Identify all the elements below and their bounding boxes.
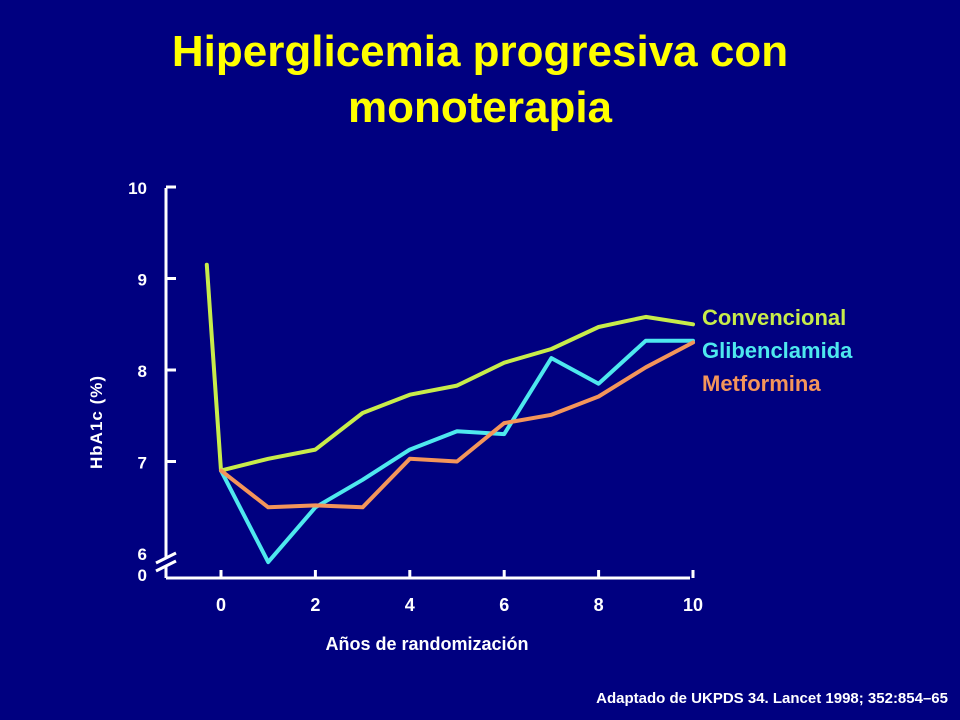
x-tick-label: 10	[683, 595, 703, 615]
legend-entry-metformina: Metformina	[702, 371, 821, 396]
y-tick-label: 9	[138, 271, 147, 290]
series-line-glibenclamida	[219, 338, 695, 565]
legend-entry-glibenclamida: Glibenclamida	[702, 338, 853, 363]
y-tick-label: 6	[138, 545, 147, 564]
y-tick-label: 0	[138, 566, 147, 585]
legend-entry-convencional: Convencional	[702, 305, 846, 330]
y-tick-label: 7	[138, 454, 147, 473]
x-tick-label: 8	[594, 595, 604, 615]
axis-break-mark-2	[155, 559, 177, 573]
y-axis-label: HbA1c (%)	[87, 375, 106, 469]
chart-axes: 0 6 7 8 9 10 0 2 4 6 8 10	[128, 179, 703, 615]
x-tick-label: 0	[216, 595, 226, 615]
chart-series-lines	[204, 262, 695, 565]
x-axis-label: Años de randomización	[325, 634, 528, 654]
slide-title-line-1: Hiperglicemia progresiva con	[171, 27, 789, 76]
series-line-metformina	[219, 340, 695, 510]
y-tick-label: 8	[138, 362, 147, 381]
slide-title-line-2: monoterapia	[347, 83, 613, 132]
slide-title: Hiperglicemia progresiva con monoterapia	[0, 24, 960, 136]
series-line-convencional	[204, 262, 695, 473]
axis-break-mark-1	[155, 551, 177, 565]
source-citation: Adaptado de UKPDS 34. Lancet 1998; 352:8…	[596, 690, 948, 707]
x-tick-label: 2	[310, 595, 320, 615]
x-tick-label: 6	[499, 595, 509, 615]
x-tick-label: 4	[405, 595, 415, 615]
chart-legend: Convencional Glibenclamida Metformina	[702, 305, 853, 396]
y-tick-label: 10	[128, 179, 147, 198]
